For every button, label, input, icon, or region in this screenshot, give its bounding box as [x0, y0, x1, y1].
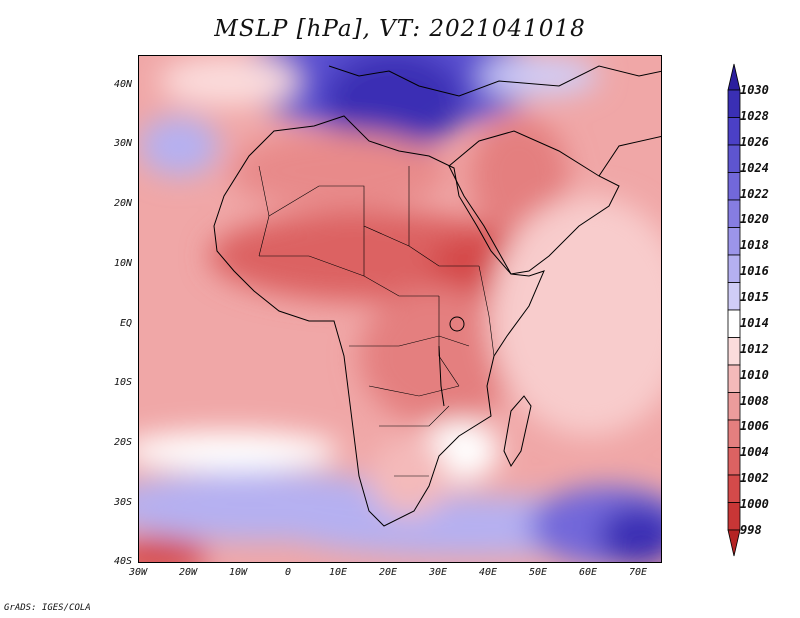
coastlines [213, 65, 661, 527]
colorbar-label: 1020 [740, 212, 769, 227]
colorbar-label: 1028 [740, 108, 769, 123]
colorbar-top-triangle [727, 63, 741, 91]
lat-label-40s: 40S [113, 556, 132, 567]
colorbar-label: 1030 [740, 83, 769, 97]
colorbar-label: 1015 [740, 290, 769, 305]
colorbar-label: 1026 [740, 134, 769, 149]
colorbar-cell [727, 447, 741, 476]
lon-label-10e: 10E [328, 567, 348, 578]
arabia-coastline [448, 130, 620, 275]
lon-label-20w: 20W [178, 567, 198, 578]
colorbar [727, 63, 741, 557]
colorbar-cell [727, 227, 741, 256]
africa-coastline [213, 115, 545, 527]
lon-label-30w: 30W [128, 567, 148, 578]
lat-label-30n: 30N [113, 138, 132, 149]
lakes [438, 316, 465, 407]
colorbar-label: 1004 [740, 445, 769, 460]
colorbar-cell [727, 144, 741, 173]
colorbar-cell [727, 502, 741, 531]
colorbar-label: 1022 [740, 186, 769, 201]
colorbar-cell [727, 254, 741, 283]
lon-label-20e: 20E [378, 567, 398, 578]
lat-label-20n: 20N [113, 198, 132, 209]
colorbar-cell [727, 282, 741, 311]
colorbar-cell [727, 419, 741, 448]
lon-label-30e: 30E [428, 567, 448, 578]
lat-label-30s: 30S [113, 497, 132, 508]
europe-coastline [328, 65, 661, 97]
colorbar-label: 1014 [740, 315, 769, 330]
colorbar-label: 1006 [740, 419, 769, 434]
lat-label-10s: 10S [113, 377, 132, 388]
colorbar-label: 1008 [740, 393, 769, 408]
colorbar-cell [727, 199, 741, 228]
colorbar-label: 1012 [740, 341, 769, 356]
colorbar-cell [727, 309, 741, 338]
colorbar-label: 1024 [740, 160, 769, 175]
lat-label-40n: 40N [113, 79, 132, 90]
lon-label-50e: 50E [528, 567, 548, 578]
grads-footer: GrADS: IGES/COLA [4, 603, 91, 613]
mslp-map [138, 55, 662, 563]
colorbar-cell [727, 364, 741, 393]
lon-label-60e: 60E [578, 567, 598, 578]
lon-label-0: 0 [284, 567, 292, 578]
colorbar-cell [727, 89, 741, 118]
lat-label-10n: 10N [113, 258, 132, 269]
madagascar-coastline [503, 395, 532, 468]
colorbar-label: 1002 [740, 471, 769, 486]
colorbar-cell [727, 474, 741, 503]
colorbar-label: 1010 [740, 367, 769, 382]
pressure-field [139, 56, 661, 562]
map-title: MSLP [hPa], VT: 2021041018 [214, 16, 586, 42]
colorbar-cell [727, 172, 741, 201]
colorbar-label: 998 [740, 523, 762, 537]
colorbar-label: 1016 [740, 264, 769, 279]
colorbar-bottom-triangle [727, 529, 741, 557]
mslp-map-svg [139, 56, 661, 562]
lon-label-40e: 40E [478, 567, 498, 578]
colorbar-cell [727, 337, 741, 366]
colorbar-label: 1000 [740, 497, 769, 512]
lat-label-eq: EQ [119, 318, 132, 329]
colorbar-cell [727, 392, 741, 421]
lon-label-10w: 10W [228, 567, 248, 578]
colorbar-label: 1018 [740, 238, 769, 253]
country-borders [258, 165, 495, 477]
lon-label-70e: 70E [628, 567, 648, 578]
asia-coastline [598, 135, 661, 177]
colorbar-cell [727, 117, 741, 146]
lat-label-20s: 20S [113, 437, 132, 448]
